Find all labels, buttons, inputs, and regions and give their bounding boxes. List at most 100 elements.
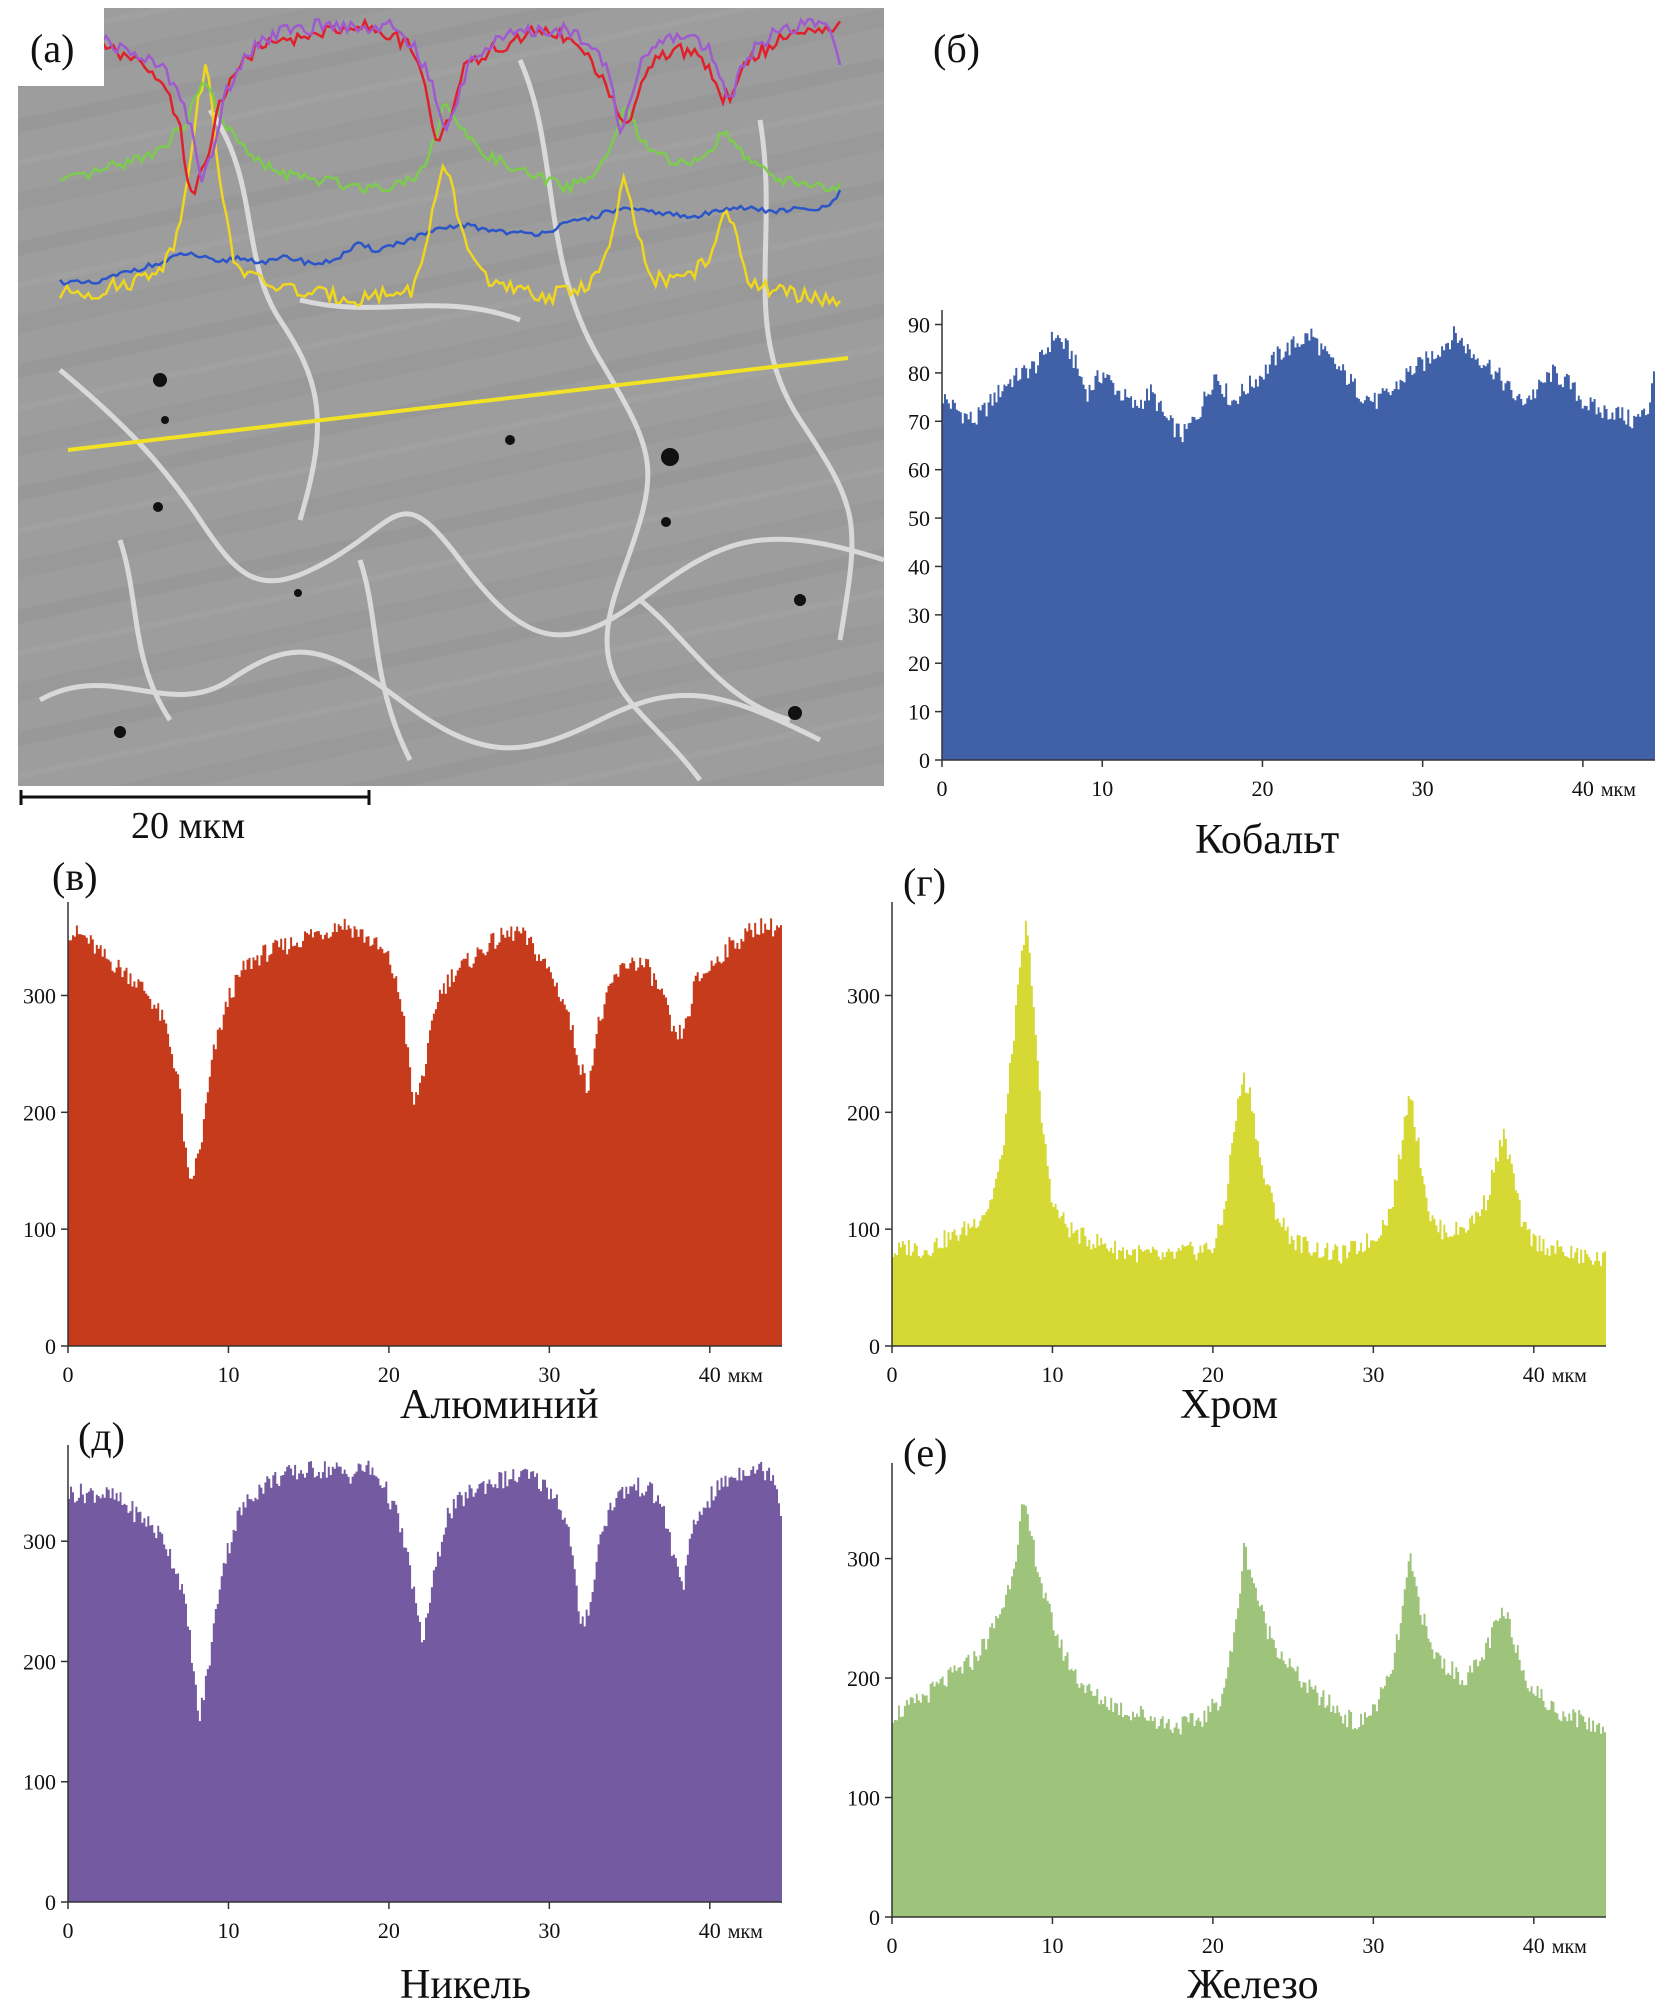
iron-x-unit: мкм bbox=[1552, 1936, 1587, 1958]
charts: 0 10 20 30 40 50 60 70 80 90 0 10 20 30 40 мкм (б) Кобаль… bbox=[23, 26, 1655, 2007]
panel-label-box bbox=[18, 8, 104, 86]
nickel-xtick-label: 30 bbox=[538, 1918, 560, 1943]
pore bbox=[661, 448, 679, 466]
cobalt-ytick-label: 60 bbox=[908, 458, 930, 483]
cobalt-xtick-label: 40 bbox=[1572, 776, 1594, 801]
chromium-area bbox=[892, 920, 1606, 1346]
iron-xtick-label: 0 bbox=[887, 1933, 898, 1958]
cobalt-ytick-label: 40 bbox=[908, 554, 930, 579]
iron-panel-label: (е) bbox=[903, 1430, 947, 1475]
nickel-ytick-label: 100 bbox=[23, 1770, 56, 1795]
nickel-area bbox=[68, 1460, 782, 1902]
iron-ytick-label: 100 bbox=[847, 1786, 880, 1811]
nickel-panel-label: (д) bbox=[78, 1414, 125, 1459]
cobalt-xtick-label: 10 bbox=[1091, 776, 1113, 801]
scale-bar: 20 мкм bbox=[19, 790, 371, 847]
cobalt-ytick-label: 90 bbox=[908, 313, 930, 338]
cobalt-ytick-label: 50 bbox=[908, 506, 930, 531]
overlay-profile-chromium bbox=[58, 64, 841, 309]
pore bbox=[661, 517, 671, 527]
chromium-xtick-label: 40 bbox=[1523, 1362, 1545, 1387]
aluminum-x-unit: мкм bbox=[728, 1365, 763, 1387]
overlay-profile-nickel bbox=[59, 17, 842, 183]
aluminum-xtick-label: 30 bbox=[538, 1362, 560, 1387]
iron-xtick-label: 10 bbox=[1041, 1933, 1063, 1958]
aluminum-panel-label: (в) bbox=[52, 854, 98, 899]
grain-boundary bbox=[58, 368, 885, 638]
cobalt-ytick-label: 10 bbox=[908, 700, 930, 725]
grain-boundary bbox=[357, 559, 413, 762]
nickel-x-unit: мкм bbox=[728, 1921, 763, 1943]
cobalt-xtick-label: 0 bbox=[937, 776, 948, 801]
aluminum-xtick-label: 20 bbox=[378, 1362, 400, 1387]
cobalt-ytick-label: 20 bbox=[908, 651, 930, 676]
pore bbox=[788, 706, 802, 720]
iron-ytick-label: 0 bbox=[869, 1905, 880, 1930]
chromium-panel-label: (г) bbox=[903, 860, 946, 905]
chromium-xtick-label: 20 bbox=[1202, 1362, 1224, 1387]
pores bbox=[114, 373, 806, 738]
panel-label-a: (а) bbox=[30, 26, 74, 71]
aluminum-xtick-label: 10 bbox=[217, 1362, 239, 1387]
grain-boundaries bbox=[38, 58, 885, 782]
aluminum-title: Алюминий bbox=[400, 1382, 599, 1428]
cobalt-ytick-label: 80 bbox=[908, 361, 930, 386]
chromium-ytick-label: 0 bbox=[869, 1334, 880, 1359]
cobalt-ytick-label: 0 bbox=[919, 748, 930, 773]
cobalt-ytick-label: 70 bbox=[908, 409, 930, 434]
scale-bar-label: 20 мкм bbox=[131, 805, 245, 847]
grain-boundary bbox=[299, 297, 521, 323]
overlay-profiles bbox=[58, 17, 842, 309]
aluminum-ytick-label: 200 bbox=[23, 1100, 56, 1125]
grain-boundary bbox=[207, 108, 320, 521]
chromium-xtick-label: 30 bbox=[1362, 1362, 1384, 1387]
chart-chromium: 0 100 200 300 0 10 20 30 40 мкм (г) Хром bbox=[847, 860, 1606, 1428]
iron-xtick-label: 40 bbox=[1523, 1933, 1545, 1958]
pore bbox=[161, 416, 169, 424]
aluminum-area bbox=[68, 918, 782, 1346]
iron-xtick-label: 30 bbox=[1362, 1933, 1384, 1958]
chromium-ytick-label: 200 bbox=[847, 1100, 880, 1125]
cobalt-x-unit: мкм bbox=[1601, 779, 1636, 801]
grain-boundary bbox=[38, 649, 822, 751]
chart-nickel: 0 100 200 300 0 10 20 30 40 мкм (д) Никель bbox=[23, 1414, 782, 2007]
nickel-title: Никель bbox=[400, 1962, 531, 2007]
nickel-xtick-label: 20 bbox=[378, 1918, 400, 1943]
aluminum-xtick-label: 0 bbox=[63, 1362, 74, 1387]
scan-line bbox=[67, 356, 849, 452]
pore bbox=[153, 373, 167, 387]
grain-boundary bbox=[517, 58, 702, 782]
nickel-ytick-label: 300 bbox=[23, 1529, 56, 1554]
chromium-xtick-label: 10 bbox=[1041, 1362, 1063, 1387]
overlay-profile-cobalt bbox=[59, 189, 842, 286]
iron-area bbox=[892, 1504, 1606, 1917]
chromium-xtick-label: 0 bbox=[887, 1362, 898, 1387]
nickel-xtick-label: 0 bbox=[63, 1918, 74, 1943]
nickel-xtick-label: 10 bbox=[217, 1918, 239, 1943]
pore bbox=[505, 435, 515, 445]
chromium-x-unit: мкм bbox=[1552, 1365, 1587, 1387]
chromium-ytick-label: 100 bbox=[847, 1217, 880, 1242]
chart-aluminum: 0 100 200 300 0 10 20 30 40 мкм (в) Алюминий bbox=[23, 854, 782, 1428]
nickel-ytick-label: 0 bbox=[45, 1890, 56, 1915]
cobalt-xtick-label: 30 bbox=[1412, 776, 1434, 801]
pore bbox=[153, 502, 163, 512]
aluminum-ytick-label: 300 bbox=[23, 983, 56, 1008]
chart-iron: 0 100 200 300 0 10 20 30 40 мкм (е) Железо bbox=[847, 1430, 1606, 2007]
aluminum-ytick-label: 0 bbox=[45, 1334, 56, 1359]
cobalt-ytick-label: 30 bbox=[908, 603, 930, 628]
cobalt-area bbox=[942, 326, 1655, 760]
iron-title: Железо bbox=[1187, 1962, 1319, 2007]
aluminum-ytick-label: 100 bbox=[23, 1217, 56, 1242]
cobalt-xtick-label: 20 bbox=[1251, 776, 1273, 801]
iron-xtick-label: 20 bbox=[1202, 1933, 1224, 1958]
grain-boundary bbox=[757, 119, 855, 641]
cobalt-panel-label: (б) bbox=[933, 26, 980, 71]
chart-cobalt: 0 10 20 30 40 50 60 70 80 90 0 10 20 30 40 мкм (б) Кобаль… bbox=[908, 26, 1655, 863]
micrograph-panel: (а) 20 мкм bbox=[18, 8, 885, 847]
iron-ytick-label: 200 bbox=[847, 1666, 880, 1691]
grain-boundary bbox=[638, 598, 791, 723]
pore bbox=[294, 589, 302, 597]
micrograph-texture bbox=[18, 8, 884, 786]
